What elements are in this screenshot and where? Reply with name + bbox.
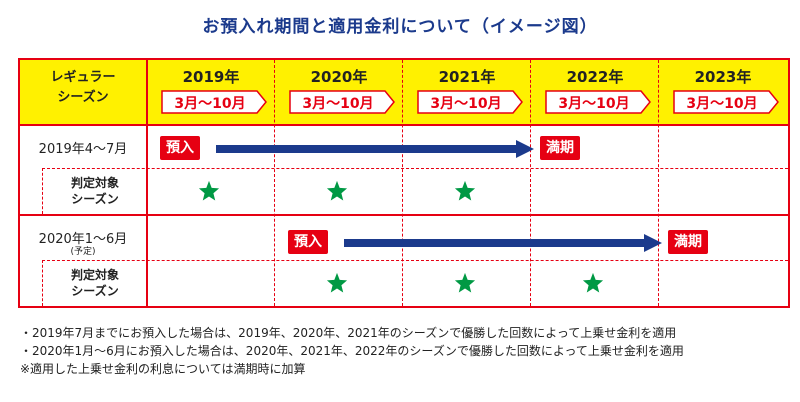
arrow-right-icon [344,234,662,252]
star-icon [454,272,476,293]
deposit-period-note: (予定) [70,247,96,257]
column-divider [402,60,403,306]
year-column-2022: 2022年 3月〜10月 [531,60,659,124]
arrow-tag-shape [161,90,267,114]
page-title: お預入れ期間と適用金利について（イメージ図） [202,17,598,37]
deposit-period-text: 2020年1〜6月 [38,232,128,247]
year-label: 2019年 [182,68,240,86]
period-label: 3月〜10月 [430,96,502,112]
sublabel-divider [42,168,43,214]
label-column-divider [146,60,148,306]
period-label: 3月〜10月 [558,96,630,112]
target-season-line1: 判定対象 [70,268,119,282]
period-tag: 3月〜10月 [545,90,651,114]
target-season-line2: シーズン [71,192,119,206]
year-column-2019: 2019年 3月〜10月 [147,60,275,124]
deposit-badge: 預入 [288,230,328,254]
column-divider [530,60,531,306]
period-tag: 3月〜10月 [289,90,395,114]
year-label: 2023年 [694,68,752,86]
period-label: 3月〜10月 [174,96,246,112]
period-tag: 3月〜10月 [673,90,779,114]
year-column-2020: 2020年 3月〜10月 [275,60,403,124]
maturity-badge: 満期 [540,136,580,160]
arrow-tag-shape [417,90,523,114]
year-label: 2020年 [310,68,368,86]
season-header-line2: シーズン [57,90,109,105]
header-divider [20,124,788,126]
star-icon [198,180,220,201]
season-header-line1: レギュラー [50,70,116,85]
star-icon [454,180,476,201]
column-divider [274,60,275,306]
period-label: 3月〜10月 [302,96,374,112]
period-label: 3月〜10月 [686,96,758,112]
year-column-2021: 2021年 3月〜10月 [403,60,531,124]
group-divider [20,214,788,216]
note-line: ・2019年7月までにお預入した場合は、2019年、2020年、2021年のシー… [20,326,677,340]
sublabel-divider [42,260,43,306]
period-tag: 3月〜10月 [161,90,267,114]
arrow-tag-shape [673,90,779,114]
header-row [20,60,788,124]
target-season-label: 判定対象 シーズン [44,267,146,299]
year-label: 2022年 [566,68,624,86]
period-tag: 3月〜10月 [417,90,523,114]
star-icon [326,180,348,201]
row1-divider [42,168,788,169]
arrow-tag-shape [289,90,395,114]
arrow-right-icon [216,140,534,158]
year-label: 2021年 [438,68,496,86]
maturity-badge: 満期 [668,230,708,254]
timeline-table: レギュラー シーズン 2019年 3月〜10月 2020年 3月〜10月 202… [18,58,790,308]
note-line: ・2020年1月〜6月にお預入した場合は、2020年、2021年、2022年のシ… [20,344,684,358]
deposit-period-label: 2019年4〜7月 [38,142,128,157]
star-icon [326,272,348,293]
deposit-badge: 預入 [160,136,200,160]
column-divider [658,60,659,306]
deposit-period-label: 2020年1〜6月 (予定) [20,228,146,257]
row2-divider [42,260,788,261]
target-season-line1: 判定対象 [70,176,119,190]
target-season-line2: シーズン [71,284,119,298]
star-icon [582,272,604,293]
arrow-tag-shape [545,90,651,114]
note-line: ※適用した上乗せ金利の利息については満期時に加算 [20,362,306,376]
year-column-2023: 2023年 3月〜10月 [659,60,787,124]
target-season-label: 判定対象 シーズン [44,175,146,207]
season-header: レギュラー シーズン [20,68,146,108]
notes: ・2019年7月までにお預入した場合は、2019年、2020年、2021年のシー… [20,324,790,378]
